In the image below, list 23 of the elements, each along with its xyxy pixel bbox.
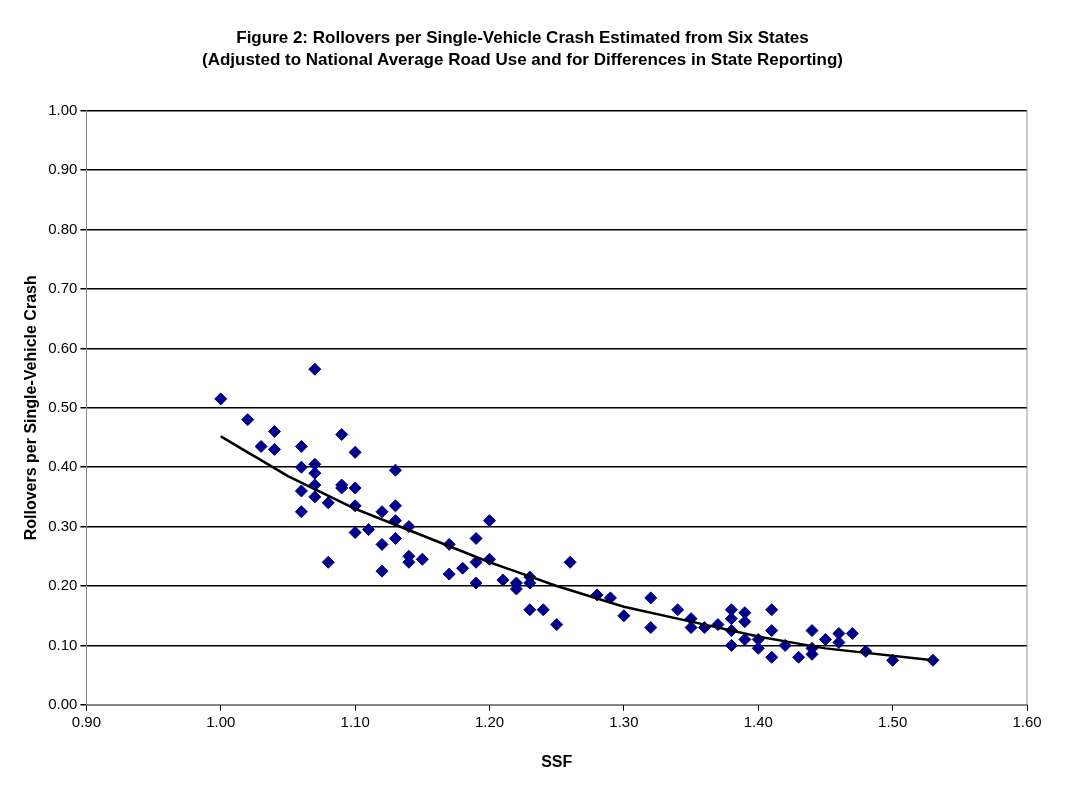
y-tick-label: 0.10 <box>48 635 78 653</box>
chart-subtitle: (Adjusted to National Average Road Use and for Differences in State Reporting) <box>201 50 844 70</box>
y-tick-label: 0.00 <box>48 694 78 712</box>
y-tick-label: 0.20 <box>48 576 78 594</box>
x-tick-label: 1.20 <box>474 712 505 730</box>
y-tick-label: 0.70 <box>48 279 78 297</box>
y-tick-label: 0.50 <box>48 397 78 415</box>
y-axis-title: Rollovers per Single-Vehicle Crash <box>22 275 40 541</box>
y-tick-label: 0.30 <box>48 516 78 534</box>
y-tick-label: 0.80 <box>48 219 78 237</box>
y-tick-label: 0.90 <box>48 160 78 178</box>
x-tick-label: 1.40 <box>743 712 773 730</box>
x-tick-label: 1.30 <box>609 712 639 730</box>
chart-title: Figure 2: Rollovers per Single-Vehicle Crash Estimated from Six States <box>236 27 809 47</box>
y-tick-label: 0.60 <box>48 338 78 356</box>
x-tick-label: 1.50 <box>878 712 908 730</box>
y-tick-label: 0.40 <box>48 457 78 475</box>
x-tick-label: 1.60 <box>1012 712 1042 730</box>
x-tick-label: 1.10 <box>340 712 370 730</box>
y-tick-label: 1.00 <box>48 100 78 118</box>
x-tick-label: 0.90 <box>71 712 101 730</box>
x-tick-label: 1.00 <box>206 712 236 730</box>
x-axis-title: SSF <box>541 752 573 770</box>
